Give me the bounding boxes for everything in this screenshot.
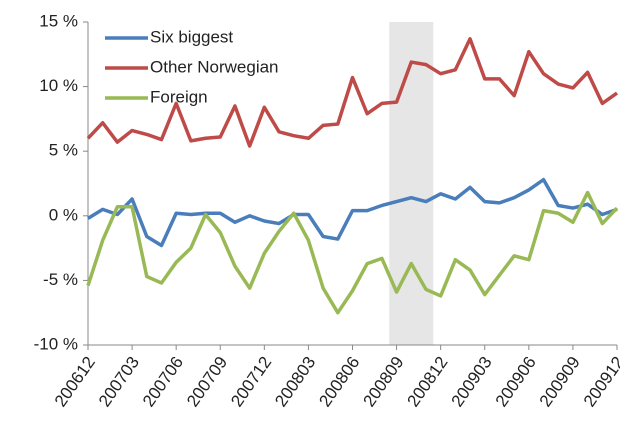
legend-label: Other Norwegian xyxy=(150,57,279,76)
series-line xyxy=(86,37,619,148)
x-tick-label: 200809 xyxy=(359,353,407,410)
x-tick-label: 200906 xyxy=(492,353,540,410)
x-tick-label: 200812 xyxy=(404,353,452,410)
x-tick-label: 200706 xyxy=(139,353,187,410)
x-tick-label: 200806 xyxy=(315,353,363,410)
x-tick-label: 200912 xyxy=(580,353,620,410)
legend-label: Foreign xyxy=(150,87,208,106)
legend-label: Six biggest xyxy=(150,27,233,46)
y-tick-label: 15 % xyxy=(39,11,78,30)
y-tick-label: 0 % xyxy=(49,205,78,224)
x-tick-label: 200909 xyxy=(536,353,584,410)
x-tick-label: 200709 xyxy=(183,353,231,410)
x-tick-label: 200903 xyxy=(448,353,496,410)
series-line xyxy=(87,177,618,248)
shaded-band xyxy=(389,22,434,345)
x-tick-label: 200703 xyxy=(95,353,143,410)
y-tick-label: 5 % xyxy=(49,141,78,160)
y-tick-label: 10 % xyxy=(39,76,78,95)
x-tick-label: 200712 xyxy=(227,353,275,410)
series-line xyxy=(86,190,619,315)
x-tick-label: 200612 xyxy=(51,353,99,410)
x-tick-label: 200803 xyxy=(271,353,319,410)
y-tick-label: -5 % xyxy=(43,270,78,289)
y-tick-label: -10 % xyxy=(34,334,78,353)
